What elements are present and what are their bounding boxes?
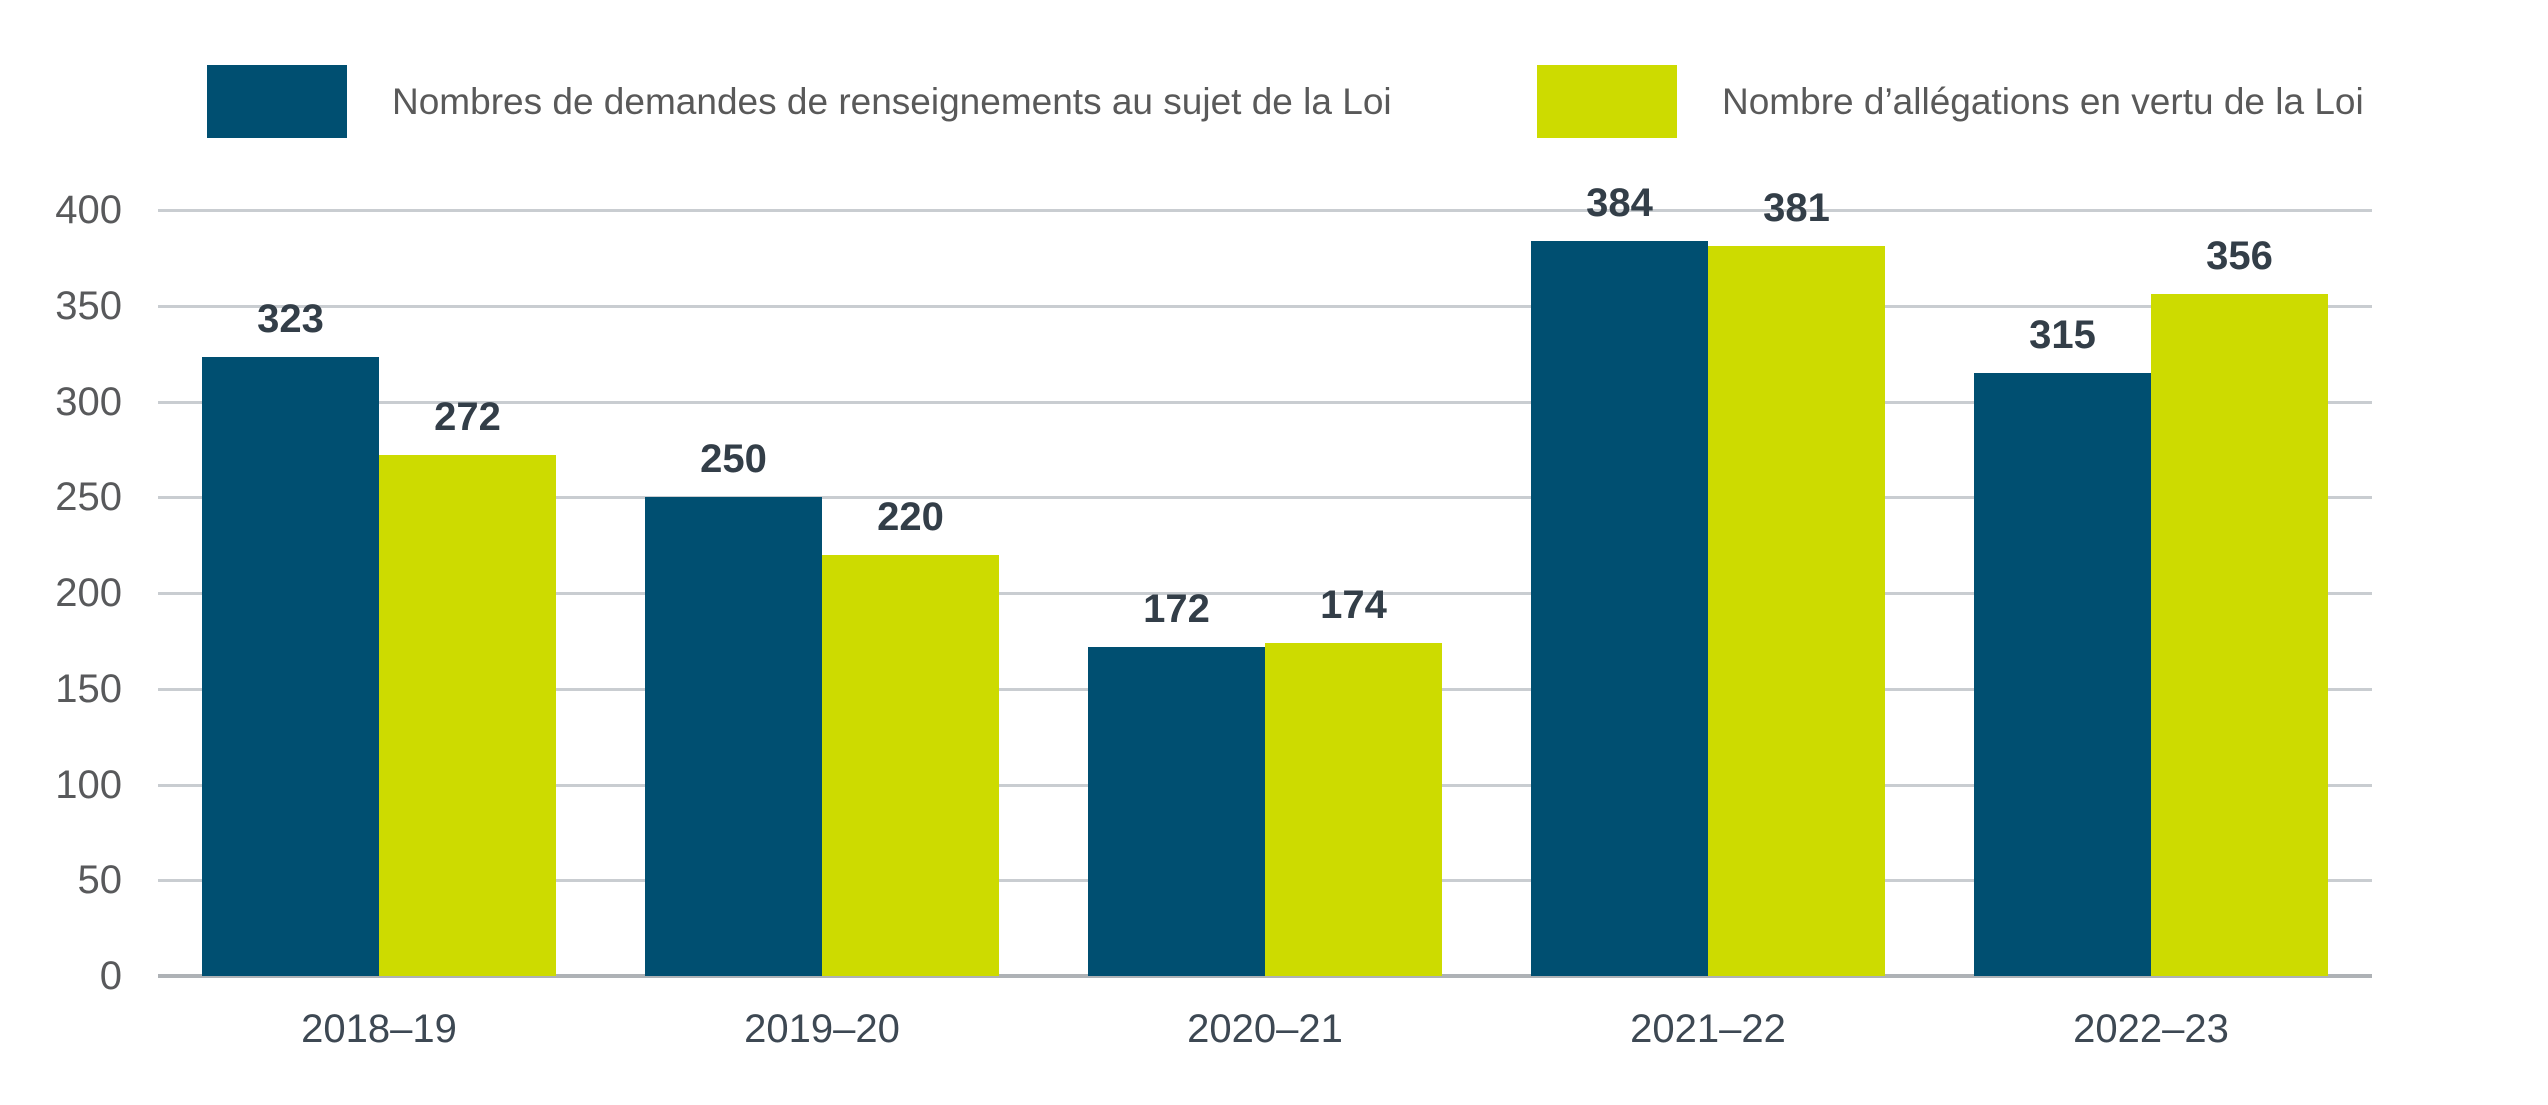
bar-value-label: 323 (257, 297, 324, 342)
bar-column: 381 (1708, 184, 1885, 976)
x-axis-category-label: 2020–21 (1187, 1007, 1343, 1051)
y-axis-tick-label: 350 (55, 283, 122, 328)
bar-value-label: 250 (700, 437, 767, 482)
legend-swatch-demandes (207, 65, 347, 138)
gridline (158, 304, 2372, 308)
bar-group: 323 272 (202, 210, 556, 976)
bar-demandes (1088, 646, 1265, 976)
bar-value-label: 381 (1763, 186, 1830, 231)
y-axis: 0 50 100 150 200 250 300 350 400 (0, 188, 123, 998)
y-axis-tick-label: 150 (55, 666, 122, 711)
bar-group: 250 220 (645, 210, 999, 976)
bar-column: 220 (822, 493, 999, 976)
y-axis-tick-label: 250 (55, 475, 122, 520)
y-axis-tick-label: 200 (55, 571, 122, 615)
legend-item-demandes: Nombres de demandes de renseignements au… (207, 65, 1392, 138)
bar-allegations (822, 554, 999, 976)
bar-column: 315 (1974, 311, 2151, 976)
bar-column: 356 (2151, 232, 2328, 976)
bar-column: 272 (379, 393, 556, 976)
legend-label-allegations: Nombre d’allégations en vertu de la Loi (1722, 80, 2364, 122)
legend-swatch-allegations (1537, 65, 1677, 138)
x-axis: 2018–19 2019–20 2020–21 2021–22 2022–23 (158, 1004, 2372, 1064)
legend-item-allegations: Nombre d’allégations en vertu de la Loi (1537, 65, 2364, 138)
bar-group: 315 356 (1974, 210, 2328, 976)
gridline (158, 400, 2372, 404)
bar-demandes (645, 497, 822, 976)
bar-value-label: 220 (877, 494, 944, 539)
y-axis-tick-label: 50 (77, 858, 123, 903)
bar-column: 172 (1088, 585, 1265, 976)
bar-value-label: 172 (1143, 586, 1210, 631)
y-axis-tick-label: 400 (55, 188, 122, 232)
x-axis-category-label: 2019–20 (744, 1007, 900, 1051)
x-axis-category-label: 2022–23 (2073, 1007, 2229, 1051)
bar-value-label: 315 (2029, 312, 2096, 357)
bar-column: 174 (1265, 581, 1442, 976)
x-axis-category-label: 2021–22 (1630, 1007, 1786, 1051)
bar-demandes (1531, 240, 1708, 976)
x-axis-category-label: 2018–19 (301, 1007, 457, 1051)
gridline (158, 496, 2372, 500)
bar-column: 250 (645, 435, 822, 976)
bar-value-label: 384 (1586, 180, 1653, 225)
bar-allegations (2151, 294, 2328, 976)
bar-value-label: 272 (434, 395, 501, 440)
bar-allegations (1265, 642, 1442, 976)
legend-label-demandes: Nombres de demandes de renseignements au… (392, 80, 1392, 122)
gridline (158, 592, 2372, 595)
y-axis-tick-label: 0 (99, 954, 122, 998)
x-axis-baseline (158, 974, 2372, 978)
y-axis-tick-label: 100 (55, 762, 122, 807)
gridline (158, 209, 2372, 212)
bar-column: 323 (202, 295, 379, 976)
bar-allegations (379, 455, 556, 976)
bar-demandes (1974, 372, 2151, 976)
y-axis-tick-label: 300 (55, 379, 122, 424)
bar-value-label: 174 (1320, 582, 1387, 627)
plot-area: 323 272 250 220 172 174 384 381 315 356 (158, 181, 2372, 978)
bar-column: 384 (1531, 179, 1708, 976)
bar-demandes (202, 357, 379, 976)
bar-group: 172 174 (1088, 210, 1442, 976)
bar-group: 384 381 (1531, 181, 1885, 976)
bar-value-label: 356 (2206, 234, 2273, 279)
bar-allegations (1708, 246, 1885, 976)
